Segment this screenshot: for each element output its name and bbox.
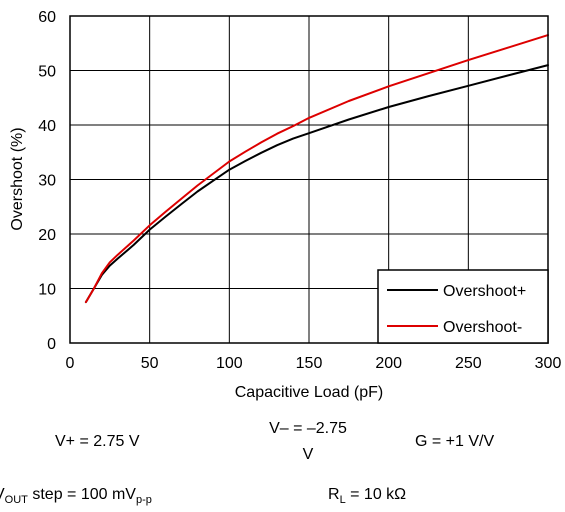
legend-box (377, 269, 549, 344)
rl-subscript: L (339, 494, 346, 506)
condition-vminus-line1: V– = –2.75 (269, 420, 347, 437)
tick-labels: 0 50 100 150 200 250 300 0 10 20 30 40 50 60 (38, 9, 561, 372)
rl-symbol: R (328, 486, 340, 503)
y-tick-label: 30 (38, 173, 56, 190)
y-tick-label: 20 (38, 227, 56, 244)
x-tick-label: 250 (455, 355, 482, 372)
condition-rl: RL = 10 kΩ (328, 486, 406, 506)
y-axis-label: Overshoot (%) (9, 127, 26, 230)
condition-vminus-line2: V (302, 446, 314, 463)
vout-step-text: step = 100 mV (27, 486, 136, 503)
overshoot-chart: 0 50 100 150 200 250 300 0 10 20 30 40 50 60 Capaciti… (9, 9, 561, 401)
x-tick-label: 100 (216, 355, 243, 372)
y-tick-label: 10 (38, 282, 56, 299)
vout-subscript: OUT (4, 494, 28, 506)
x-axis-label: Capacitive Load (pF) (235, 384, 384, 401)
rl-value: = 10 kΩ (345, 486, 407, 503)
y-tick-label: 40 (38, 118, 56, 135)
legend-label-overshoot-minus: Overshoot- (443, 319, 522, 336)
condition-gain: G = +1 V/V (415, 433, 495, 450)
x-tick-label: 150 (296, 355, 323, 372)
x-tick-label: 300 (535, 355, 562, 372)
legend-label-overshoot-plus: Overshoot+ (443, 283, 526, 300)
x-tick-label: 0 (66, 355, 75, 372)
legend: Overshoot+ Overshoot- (377, 269, 549, 344)
series-line-overshoot-plus (84, 64, 549, 304)
y-tick-label: 0 (47, 336, 56, 353)
series-layer (84, 34, 549, 304)
plot-frame (69, 15, 549, 344)
y-tick-label: 60 (38, 9, 56, 26)
series-line-overshoot-minus (84, 34, 549, 304)
condition-vminus: V– = –2.75 V (258, 416, 358, 468)
x-tick-label: 200 (375, 355, 402, 372)
vout-symbol: V (0, 486, 5, 503)
x-tick-label: 50 (141, 355, 159, 372)
vout-pp-subscript: p-p (135, 494, 152, 506)
grid (70, 16, 548, 343)
y-tick-label: 50 (38, 64, 56, 81)
condition-vplus: V+ = 2.75 V (55, 433, 140, 450)
